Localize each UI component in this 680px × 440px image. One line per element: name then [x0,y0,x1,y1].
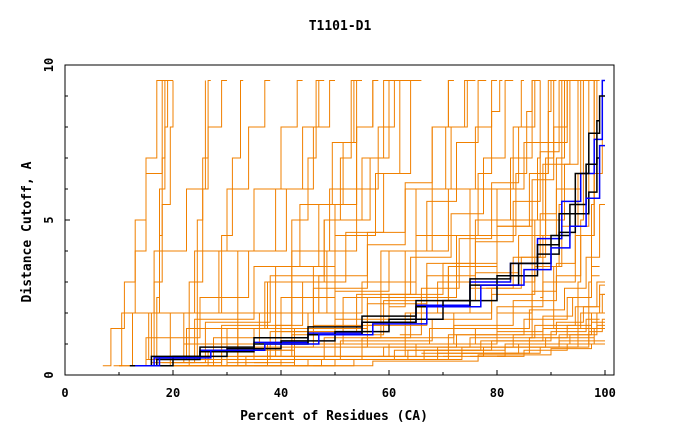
model-line-67 [335,80,524,360]
model-line-59 [183,80,211,345]
model-line-22 [146,80,389,360]
chart-title: T1101-D1 [309,19,372,34]
x-tick-label: 80 [490,386,504,400]
model-line-12 [183,80,422,364]
model-line-20 [227,80,578,364]
y-tick-label: 5 [42,216,56,223]
model-line-49 [308,80,400,314]
model-line-54 [551,80,563,329]
model-line-57 [540,80,552,298]
model-line-61 [281,80,379,351]
model-line-66 [205,80,319,357]
x-tick-label: 0 [61,386,68,400]
model-line-44 [313,343,605,367]
model-line-58 [529,80,541,339]
x-axis-label: Percent of Residues (CA) [240,409,428,424]
model-line-47 [151,80,454,367]
model-line-7 [129,80,271,367]
model-line-56 [588,80,595,344]
x-tick-label: 100 [594,386,616,400]
y-axis-label: Distance Cutoff, A [20,161,35,302]
model-line-65 [259,80,357,357]
model-line-24 [119,80,335,367]
model-line-63 [362,80,497,339]
model-line-4 [113,80,173,367]
model-line-64 [399,80,541,336]
model-line-51 [443,80,503,298]
model-line-55 [577,80,584,344]
model-line-6 [119,80,227,367]
y-tick-label: 10 [42,58,56,72]
x-tick-label: 20 [166,386,180,400]
model-line-62 [324,80,476,345]
model-line-60 [216,80,244,314]
y-axis: 0 5 10 [42,58,70,379]
x-tick-label: 60 [382,386,396,400]
highlight-line-3 [146,157,600,367]
x-tick-label: 40 [274,386,288,400]
model-line-50 [389,80,470,308]
model-line-10 [162,80,362,364]
model-line-17 [237,80,557,357]
x-axis: 0 20 40 60 80 100 [61,370,616,400]
highlight-line-4 [135,144,605,367]
series-layer [102,79,605,367]
model-line-2 [151,80,174,360]
y-tick-label: 0 [42,371,56,378]
model-line-68 [378,80,584,357]
